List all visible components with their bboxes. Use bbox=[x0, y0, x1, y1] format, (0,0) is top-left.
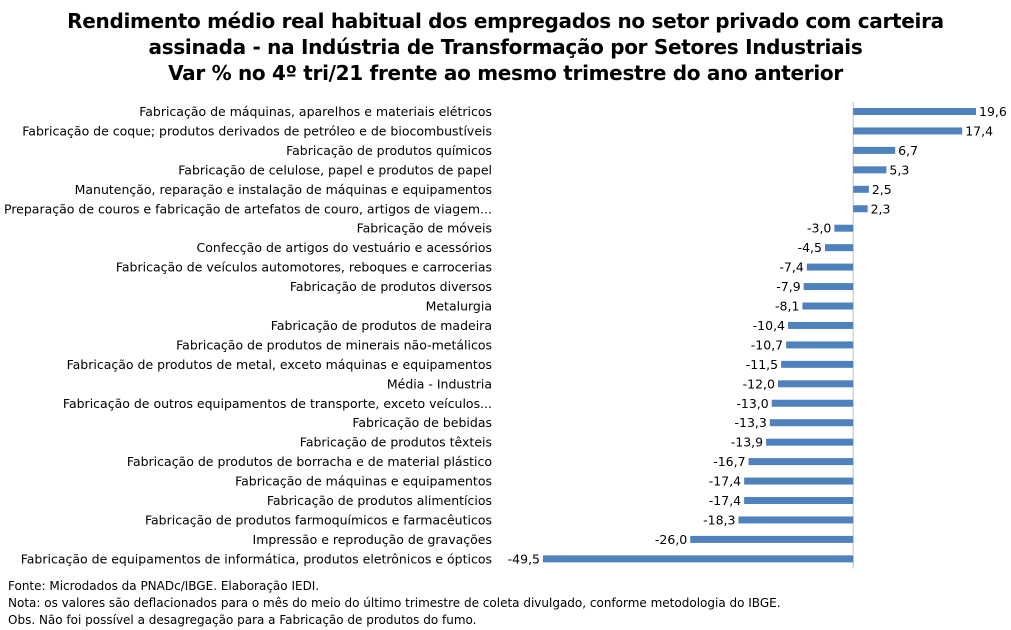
category-label: Fabricação de produtos químicos bbox=[286, 143, 492, 158]
category-label: Impressão e reprodução de gravações bbox=[253, 532, 492, 547]
bar bbox=[744, 477, 854, 485]
data-label: -49,5 bbox=[508, 551, 540, 566]
bar bbox=[853, 146, 896, 154]
title-line-2: assinada - na Indústria de Transformação… bbox=[148, 35, 863, 59]
data-label: -18,3 bbox=[703, 512, 735, 527]
category-label: Fabricação de bebidas bbox=[352, 415, 492, 430]
data-label: -7,4 bbox=[779, 260, 803, 275]
methodology-note: Nota: os valores são deflacionados para … bbox=[8, 596, 781, 610]
bar bbox=[853, 185, 869, 193]
bar bbox=[803, 283, 854, 291]
data-label: -26,0 bbox=[655, 532, 687, 547]
category-label: Preparação de couros e fabricação de art… bbox=[4, 201, 492, 216]
title-line-1: Rendimento médio real habitual dos empre… bbox=[67, 9, 944, 33]
category-label: Fabricação de máquinas e equipamentos bbox=[235, 474, 492, 489]
data-label: -12,0 bbox=[743, 376, 775, 391]
bar bbox=[769, 419, 854, 427]
category-label: Fabricação de celulose, papel e produtos… bbox=[178, 162, 492, 177]
bar bbox=[748, 458, 854, 466]
data-label: -8,1 bbox=[775, 299, 799, 314]
title-line-3: Var % no 4º tri/21 frente ao mesmo trime… bbox=[168, 61, 843, 85]
source-note: Fonte: Microdados da PNADc/IBGE. Elabora… bbox=[8, 579, 320, 593]
bar bbox=[786, 341, 854, 349]
bar bbox=[834, 224, 854, 232]
data-label: -7,9 bbox=[776, 279, 800, 294]
bar bbox=[806, 263, 854, 271]
bar-chart: Fabricação de máquinas, aparelhos e mate… bbox=[4, 101, 1007, 569]
bar bbox=[744, 497, 854, 504]
data-label: -3,0 bbox=[807, 221, 831, 236]
data-label: 2,5 bbox=[872, 182, 892, 197]
category-label: Fabricação de veículos automotores, rebo… bbox=[116, 260, 492, 275]
bar bbox=[781, 360, 854, 368]
bar bbox=[853, 127, 963, 135]
category-label: Fabricação de produtos farmoquímicos e f… bbox=[145, 512, 492, 527]
data-label: 2,3 bbox=[871, 201, 891, 216]
category-label: Média - Industria bbox=[387, 376, 492, 391]
bar bbox=[543, 555, 854, 563]
chart-title: Rendimento médio real habitual dos empre… bbox=[0, 8, 1011, 86]
data-label: 17,4 bbox=[965, 123, 993, 138]
category-label: Confecção de artigos do vestuário e aces… bbox=[197, 240, 492, 255]
data-label: -10,7 bbox=[751, 337, 783, 352]
data-label: -13,3 bbox=[734, 415, 766, 430]
data-label: -10,4 bbox=[753, 318, 785, 333]
data-label: -11,5 bbox=[746, 357, 778, 372]
bar bbox=[777, 380, 854, 388]
category-label: Fabricação de produtos de metal, exceto … bbox=[67, 357, 492, 372]
data-label: 6,7 bbox=[898, 143, 918, 158]
category-label: Fabricação de produtos diversos bbox=[290, 279, 492, 294]
data-label: -17,4 bbox=[709, 493, 741, 508]
category-label: Fabricação de coque; produtos derivados … bbox=[22, 123, 492, 138]
observation-note: Obs. Não foi possível a desagregação par… bbox=[8, 613, 477, 627]
category-label: Fabricação de produtos de borracha e de … bbox=[127, 454, 492, 469]
data-label: -13,9 bbox=[731, 435, 763, 450]
bar bbox=[802, 302, 854, 310]
bar bbox=[771, 399, 854, 407]
bar bbox=[766, 438, 854, 446]
bar bbox=[853, 166, 887, 174]
category-label: Metalurgia bbox=[426, 299, 492, 314]
data-label: -4,5 bbox=[798, 240, 822, 255]
category-label: Fabricação de móveis bbox=[357, 221, 492, 236]
category-label: Fabricação de produtos de madeira bbox=[271, 318, 492, 333]
category-label: Fabricação de outros equipamentos de tra… bbox=[63, 396, 492, 411]
bar bbox=[738, 516, 854, 524]
category-label: Fabricação de produtos de minerais não-m… bbox=[176, 337, 492, 352]
footnotes: Fonte: Microdados da PNADc/IBGE. Elabora… bbox=[8, 578, 781, 629]
data-label: 19,6 bbox=[979, 104, 1007, 119]
category-label: Fabricação de produtos têxteis bbox=[300, 435, 492, 450]
category-label: Fabricação de máquinas, aparelhos e mate… bbox=[139, 104, 492, 119]
bar bbox=[853, 108, 976, 115]
bar bbox=[788, 321, 854, 329]
bar bbox=[853, 205, 868, 213]
category-label: Fabricação de equipamentos de informátic… bbox=[21, 551, 492, 566]
category-label: Fabricação de produtos alimentícios bbox=[267, 493, 492, 508]
data-label: 5,3 bbox=[889, 162, 909, 177]
data-label: -16,7 bbox=[713, 454, 745, 469]
data-label: -13,0 bbox=[736, 396, 768, 411]
bar bbox=[690, 535, 854, 543]
data-label: -17,4 bbox=[709, 474, 741, 489]
bar bbox=[824, 244, 854, 252]
category-label: Manutenção, reparação e instalação de má… bbox=[75, 182, 492, 197]
